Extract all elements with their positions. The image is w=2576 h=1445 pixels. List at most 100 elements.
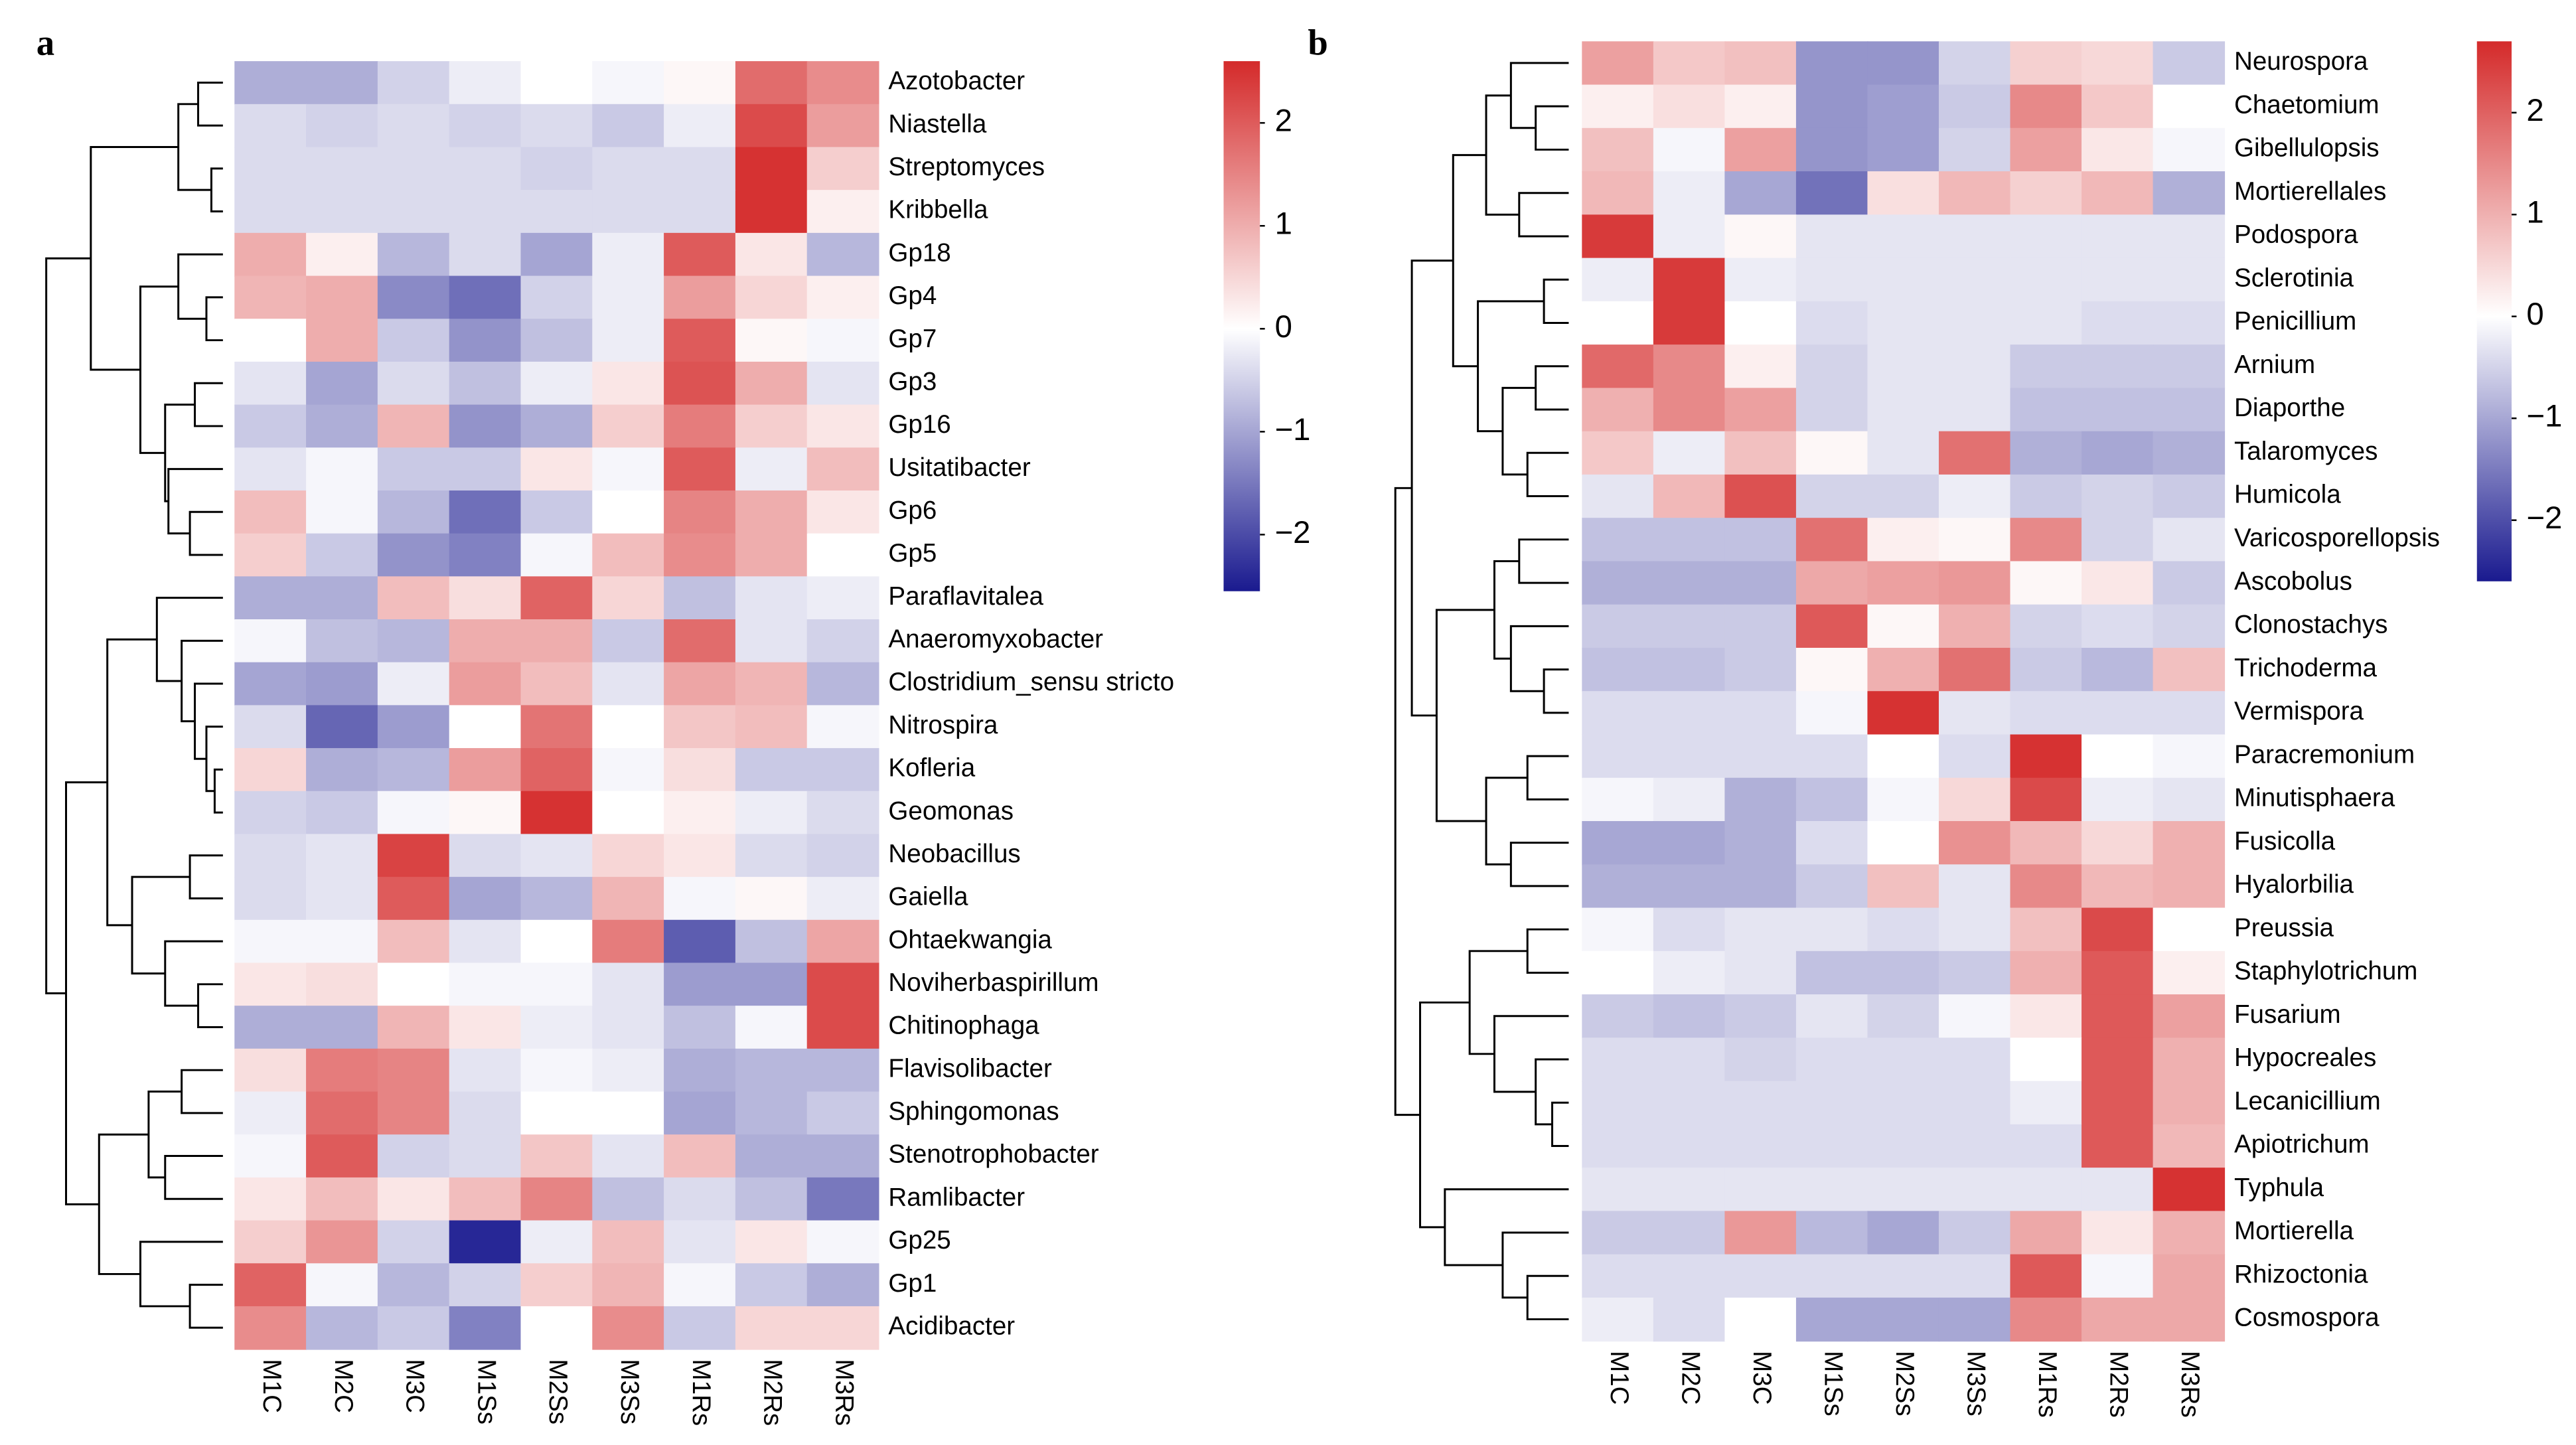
row-label: Gp7 <box>888 325 937 353</box>
row-label: Sphingomonas <box>888 1097 1059 1126</box>
heatmap-cell <box>2082 561 2154 605</box>
heatmap-cell <box>520 275 593 320</box>
heatmap-cell <box>1938 734 2011 779</box>
heatmap-cell <box>2082 41 2154 86</box>
heatmap-cell <box>1938 777 2011 822</box>
dendrogram-branch <box>139 1241 223 1308</box>
heatmap-cell <box>1795 214 1868 259</box>
heatmap-cell <box>449 919 522 964</box>
heatmap-cell <box>234 1220 307 1264</box>
heatmap-cell <box>1795 1081 1868 1125</box>
heatmap-cell <box>1653 1168 1726 1212</box>
heatmap-cell <box>664 1220 736 1264</box>
heatmap-cell <box>664 662 736 706</box>
heatmap-cell <box>2153 604 2226 648</box>
heatmap-cell <box>806 1263 879 1307</box>
heatmap-cell <box>1653 84 1726 129</box>
heatmap-cell <box>1582 127 1654 173</box>
row-label: Clonostachys <box>2234 611 2387 639</box>
heatmap-cell <box>592 748 665 792</box>
colorbar-tick-label: −1 <box>1275 412 1311 447</box>
heatmap-cell <box>1582 344 1654 389</box>
row-label: Penicillium <box>2234 307 2356 336</box>
row-label: Cosmospora <box>2234 1304 2380 1332</box>
dendrogram-branch <box>1535 365 1569 411</box>
heatmap-cell <box>2153 214 2226 259</box>
heatmap-cell <box>306 404 378 449</box>
heatmap-cell <box>2082 518 2154 562</box>
heatmap-cell <box>2153 864 2226 909</box>
heatmap-cell <box>449 1306 522 1350</box>
heatmap-cell <box>806 361 879 406</box>
row-label: Preussia <box>2234 913 2334 942</box>
row-label: Noviherbaspirillum <box>888 968 1099 997</box>
heatmap-cell <box>1653 777 1726 822</box>
dendrogram-branch <box>1444 1188 1569 1266</box>
heatmap-cell <box>2010 1211 2083 1255</box>
dendrogram-branch <box>1394 487 1420 1116</box>
heatmap-cell <box>2010 907 2083 952</box>
heatmap-cell <box>520 662 593 706</box>
heatmap-cell <box>449 1220 522 1264</box>
heatmap-cell <box>306 104 378 148</box>
heatmap-cell <box>2010 994 2083 1039</box>
heatmap-cell <box>2153 41 2226 86</box>
heatmap-cell <box>735 61 808 105</box>
heatmap-cell <box>520 147 593 191</box>
dendrogram-branch <box>164 1155 223 1200</box>
heatmap-cell <box>592 962 665 1007</box>
heatmap-cell <box>306 1048 378 1093</box>
heatmap-cell <box>592 576 665 621</box>
heatmap-cell <box>377 705 450 749</box>
heatmap-cell <box>664 834 736 878</box>
heatmap-cell <box>735 232 808 277</box>
row-label: Gp18 <box>888 238 950 267</box>
heatmap-cell <box>735 834 808 878</box>
heatmap-cell <box>306 1263 378 1307</box>
colorbar-tick-label: −1 <box>2526 399 2562 434</box>
heatmap-cell <box>1653 171 1726 216</box>
dendrogram-branch <box>189 1284 223 1329</box>
heatmap-cell <box>2082 474 2154 519</box>
heatmap-cell <box>1724 1254 1797 1298</box>
heatmap-cell <box>735 147 808 191</box>
heatmap-cell <box>2082 84 2154 129</box>
dendrogram-branch <box>1518 538 1569 584</box>
heatmap-cell <box>592 447 665 491</box>
heatmap-cell <box>2010 604 2083 648</box>
heatmap-cell <box>2153 561 2226 605</box>
heatmap-cell <box>1867 301 1939 346</box>
heatmap-cell <box>449 1134 522 1178</box>
heatmap-cell <box>2010 864 2083 909</box>
heatmap-cell <box>234 404 307 449</box>
heatmap-cell <box>449 490 522 534</box>
heatmap-cell <box>1653 301 1726 346</box>
dendrogram-branch <box>1526 1274 1569 1321</box>
heatmap-cell <box>1938 171 2011 216</box>
heatmap-cell <box>1724 41 1797 86</box>
row-label: Trichoderma <box>2234 654 2377 682</box>
dendrogram-branch <box>1485 777 1528 866</box>
heatmap-cell <box>377 1177 450 1221</box>
heatmap-cell <box>449 962 522 1007</box>
heatmap-cell <box>1795 864 1868 909</box>
heatmap-cell <box>806 619 879 663</box>
heatmap-cell <box>2082 604 2154 648</box>
heatmap-cell <box>2082 258 2154 302</box>
dendrogram-branch <box>177 253 223 320</box>
heatmap-cell <box>449 361 522 406</box>
heatmap-cell <box>664 147 736 191</box>
heatmap-cell <box>592 1134 665 1178</box>
heatmap-cell <box>1582 734 1654 779</box>
heatmap-cell <box>2082 864 2154 909</box>
heatmap-cell <box>1724 1211 1797 1255</box>
colorbar-tick-label: 0 <box>2526 297 2543 332</box>
heatmap-cell <box>520 705 593 749</box>
heatmap-cell <box>520 748 593 792</box>
heatmap-cell <box>2153 1211 2226 1255</box>
heatmap-cell <box>2082 691 2154 735</box>
heatmap-cell <box>1582 821 1654 866</box>
column-label: M1Rs <box>687 1359 716 1426</box>
heatmap-cell <box>2082 388 2154 432</box>
